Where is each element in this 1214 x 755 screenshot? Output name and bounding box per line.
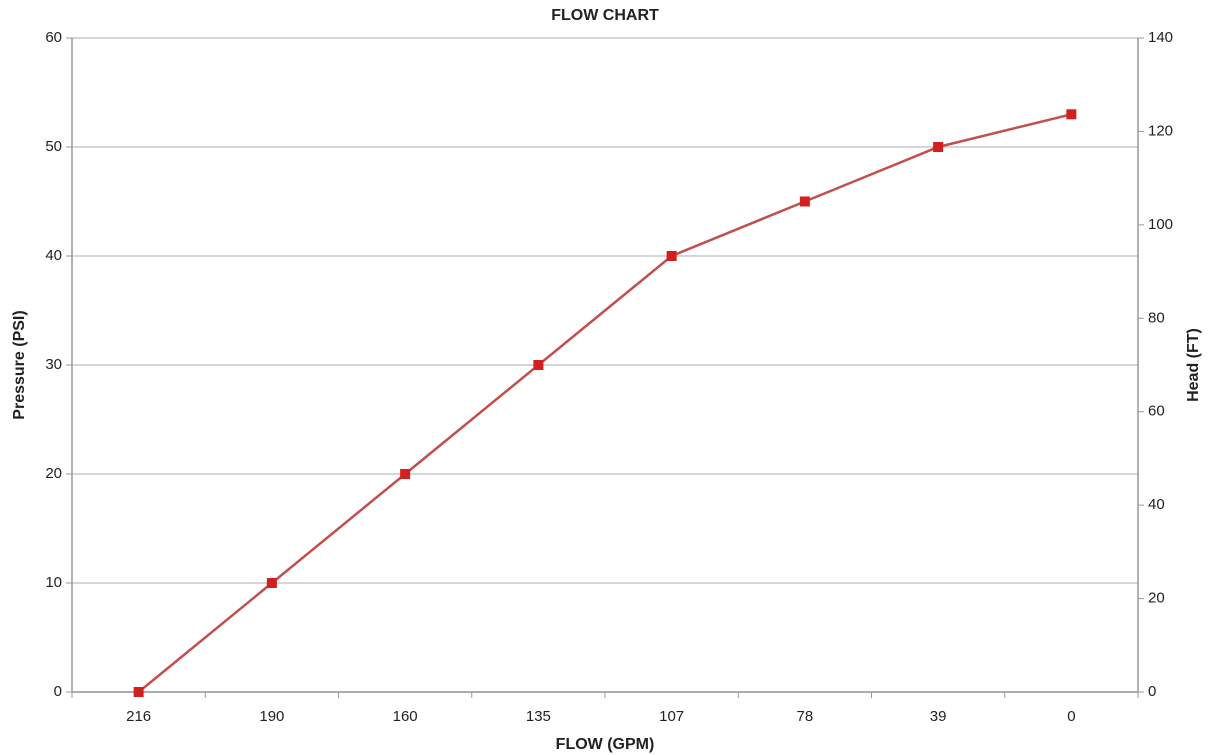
x-axis-label: FLOW (GPM)	[556, 736, 655, 753]
series-line	[137, 113, 1072, 693]
x-tick-label: 160	[393, 708, 418, 725]
data-point	[133, 687, 144, 697]
y-tick-label: 60	[45, 29, 62, 46]
x-tick-label: 78	[797, 708, 814, 725]
x-tick-label: 39	[930, 708, 947, 725]
y2-tick-label: 20	[1148, 590, 1165, 607]
y2-axis-label: Head (FT)	[1185, 328, 1202, 402]
data-point	[799, 196, 810, 207]
data-point	[1066, 109, 1077, 120]
x-tick-label: 135	[526, 708, 551, 725]
y2-tick-label: 0	[1148, 683, 1156, 700]
y2-tick-label: 40	[1148, 496, 1165, 513]
data-point	[666, 251, 677, 261]
data-point	[400, 469, 411, 479]
y-tick-label: 50	[45, 138, 62, 155]
y-tick-label: 10	[45, 574, 62, 591]
y2-tick-label: 100	[1148, 216, 1173, 233]
y-tick-label: 30	[45, 356, 62, 373]
x-tick-label: 107	[659, 708, 684, 725]
y-axis-label: Pressure (PSI)	[11, 310, 28, 419]
x-tick-label: 216	[126, 708, 151, 725]
y2-tick-label: 120	[1148, 122, 1173, 139]
x-tick-label: 190	[259, 708, 284, 725]
y2-tick-label: 60	[1148, 403, 1165, 420]
y2-tick-label: 80	[1148, 309, 1165, 326]
y2-tick-label: 140	[1148, 29, 1173, 46]
chart-title: FLOW CHART	[551, 7, 659, 24]
data-point	[933, 142, 944, 152]
y-tick-label: 20	[45, 465, 62, 482]
data-point	[533, 360, 544, 370]
y-tick-label: 0	[54, 683, 62, 700]
x-tick-label: 0	[1067, 708, 1075, 725]
data-point	[266, 578, 277, 588]
y-tick-label: 40	[45, 247, 62, 264]
